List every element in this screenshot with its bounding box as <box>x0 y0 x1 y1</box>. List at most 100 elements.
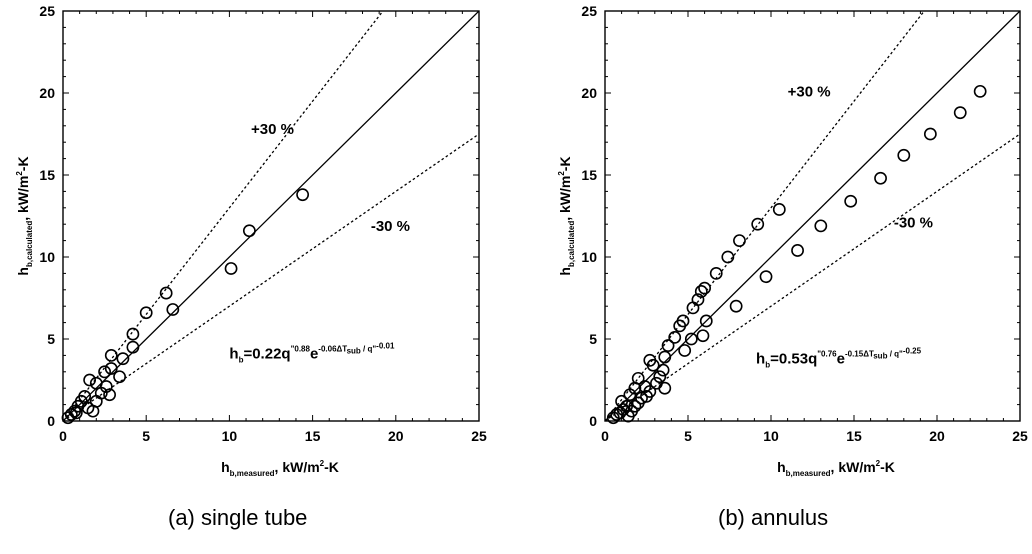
data-point <box>751 217 765 231</box>
data-point <box>678 344 692 357</box>
data-point <box>296 188 310 202</box>
band-annotation: -30 % <box>371 218 410 235</box>
panel-caption: (a) single tube <box>168 505 307 530</box>
data-point <box>729 299 743 313</box>
data-point <box>676 314 690 328</box>
data-point <box>733 234 746 247</box>
data-point <box>772 203 786 216</box>
data-point <box>699 314 713 328</box>
data-point <box>897 148 911 162</box>
plus-30-percent-line <box>63 11 384 421</box>
y-tick-label: 20 <box>39 85 55 101</box>
y-label-symbol: h <box>557 267 573 276</box>
correlation-equation: hb=0.53q"0.76e-0.15ΔTsub / q"-0.25 <box>756 347 922 370</box>
x-axis-label: hb,measured, kW/m2-K <box>777 459 895 478</box>
y-tick-label: 15 <box>39 167 55 183</box>
y-label-symbol: h <box>15 267 31 276</box>
plot-frame <box>604 10 1021 422</box>
band-annotation: +30 % <box>251 121 294 138</box>
minus-30-percent-line <box>63 133 479 421</box>
band-annotation: -30 % <box>894 214 933 231</box>
y-tick-label: 25 <box>581 3 597 19</box>
x-label-superscript: 2 <box>320 459 325 468</box>
plus-30-percent-line <box>605 11 925 421</box>
data-point <box>661 339 675 352</box>
x-label-separator: , <box>831 459 835 475</box>
y-label-separator: , <box>15 217 31 221</box>
x-tick-label: 0 <box>601 428 609 444</box>
x-axis-label: hb,measured, kW/m2-K <box>221 459 339 478</box>
data-point <box>166 303 180 316</box>
y-label-unit: kW/m <box>15 176 31 217</box>
y-label-separator: , <box>557 217 573 221</box>
y-axis-label: hb,calculated, kW/m2-K <box>557 156 576 275</box>
x-tick-label: 20 <box>388 428 404 444</box>
equation-q-exponent: "0.88 <box>291 345 311 354</box>
y-tick-label: 5 <box>589 331 597 347</box>
data-point <box>224 262 238 275</box>
y-label-subscript: b,calculated <box>567 221 576 267</box>
x-label-unit-tail: -K <box>880 459 895 475</box>
y-axis-label: hb,calculated, kW/m2-K <box>15 156 34 275</box>
y-tick-label: 25 <box>39 3 55 19</box>
data-point <box>126 340 140 354</box>
equation-e-exponent-subscript: sub <box>873 352 887 361</box>
x-label-symbol: h <box>777 459 786 475</box>
y-label-unit-tail: -K <box>15 156 31 171</box>
data-point <box>139 306 153 320</box>
x-tick-label: 15 <box>846 428 862 444</box>
equation-symbol: h <box>229 346 238 363</box>
data-point <box>83 373 97 387</box>
data-point <box>658 381 672 395</box>
data-point <box>615 394 628 408</box>
data-point <box>653 370 667 384</box>
minus-30-percent-line <box>605 133 1020 421</box>
y-label-unit-tail: -K <box>557 156 573 171</box>
y-tick-label: 10 <box>581 249 597 265</box>
y-label-superscript: 2 <box>557 171 566 176</box>
y-tick-label: 15 <box>581 167 597 183</box>
y-tick-label: 0 <box>47 413 55 429</box>
data-point <box>116 352 130 366</box>
data-point <box>684 332 698 346</box>
data-point <box>656 363 670 377</box>
data-point <box>69 406 83 420</box>
data-point <box>814 219 828 233</box>
equation-body: =0.22q <box>243 346 290 363</box>
equation-e-exponent-tail: / q" <box>887 350 903 359</box>
data-point <box>973 84 987 98</box>
correlation-equation: hb=0.22q"0.88e-0.06ΔTsub / q"-0.01 <box>229 342 395 365</box>
y-tick-label: 0 <box>589 413 597 429</box>
data-point <box>694 285 708 298</box>
data-point <box>696 329 710 343</box>
equation-q-exponent: "0.76 <box>817 350 837 359</box>
equation-e-exponent-tail: / q" <box>361 345 377 354</box>
x-label-subscript: b,measured <box>230 469 275 478</box>
x-label-unit: kW/m <box>278 459 319 475</box>
data-point <box>104 348 118 362</box>
data-point <box>668 330 682 344</box>
data-point <box>99 380 113 393</box>
x-label-unit-tail: -K <box>324 459 339 475</box>
equation-e-exponent-subscript: sub <box>347 347 361 356</box>
parity-line <box>605 11 1020 421</box>
panel-caption: (b) annulus <box>718 505 828 530</box>
data-point <box>721 250 735 264</box>
equation-body: =0.53q <box>770 351 817 368</box>
data-point <box>709 266 723 280</box>
data-point <box>953 106 967 120</box>
data-point <box>759 270 773 284</box>
equation-subscript: b <box>239 356 244 365</box>
x-label-unit: kW/m <box>834 459 875 475</box>
x-tick-label: 25 <box>1012 428 1028 444</box>
data-point <box>98 365 111 379</box>
y-tick-label: 10 <box>39 249 55 265</box>
equation-subscript: b <box>765 361 770 370</box>
x-tick-label: 20 <box>929 428 945 444</box>
x-label-separator: , <box>275 459 279 475</box>
x-label-superscript: 2 <box>876 459 881 468</box>
x-tick-label: 15 <box>305 428 321 444</box>
y-label-superscript: 2 <box>15 171 24 176</box>
